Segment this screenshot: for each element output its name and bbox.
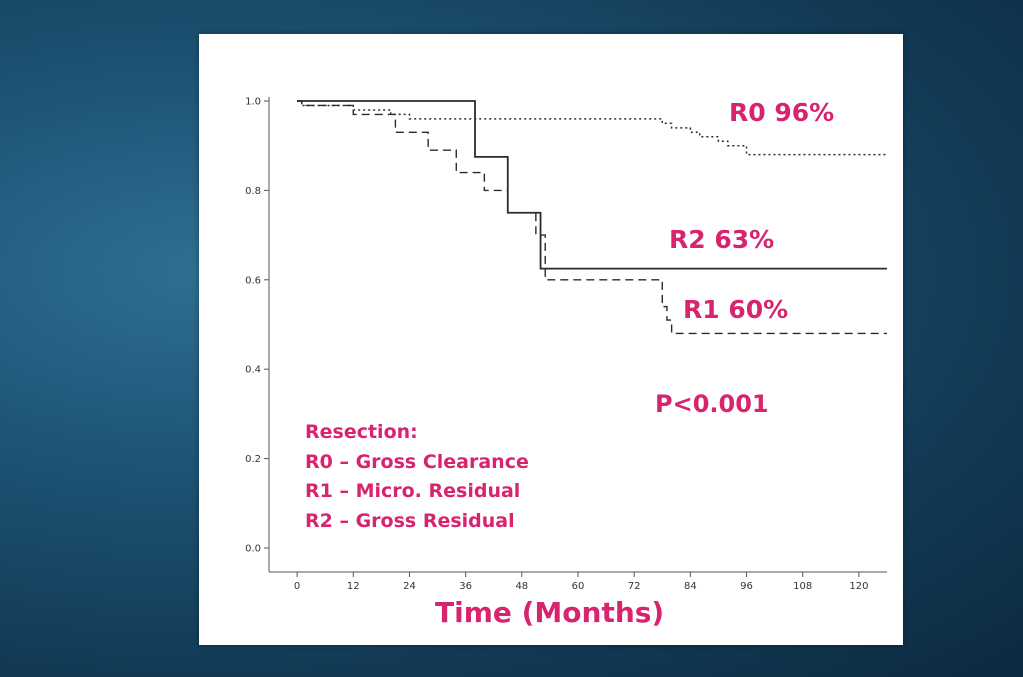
legend-item-r1: R1 – Micro. Residual [305, 480, 521, 502]
p-value-annotation: P<0.001 [655, 390, 769, 418]
survival-curve-r1 [297, 100, 887, 335]
resection-legend: Resection: R0 – Gross Clearance R1 – Mic… [305, 418, 529, 536]
legend-title: Resection: [305, 421, 418, 443]
slide-panel: 0.0 0.2 0.4 0.6 0.8 1.0 0 12 24 36 48 60 72 84 96 108 12… [199, 34, 903, 645]
survival-curve-r2 [297, 100, 887, 270]
x-tick-label: 120 [849, 581, 868, 592]
x-axis-title: Time (Months) [435, 596, 665, 629]
legend-item-r2: R2 – Gross Residual [305, 509, 515, 532]
x-tick-label: 12 [347, 581, 360, 592]
x-tick-label: 48 [515, 581, 528, 592]
x-tick-label: 84 [684, 581, 697, 592]
y-tick-label: 1.0 [245, 97, 261, 108]
x-tick-label: 72 [628, 581, 641, 592]
y-tick-label: 0.2 [245, 454, 261, 465]
x-tick-label: 60 [572, 581, 585, 592]
x-tick-label: 24 [403, 581, 416, 592]
legend-item-r0: R0 – Gross Clearance [305, 450, 529, 473]
y-tick-label: 0.4 [245, 365, 261, 376]
x-tick-label: 96 [740, 581, 753, 592]
x-tick-label: 108 [793, 581, 812, 592]
r2-curve-label: R2 63% [669, 225, 775, 254]
y-tick-label: 0.0 [245, 544, 261, 555]
x-tick-label: 0 [294, 581, 300, 592]
survival-chart: 0.0 0.2 0.4 0.6 0.8 1.0 0 12 24 36 48 60 72 84 96 108 12… [245, 97, 887, 592]
y-tick-label: 0.8 [245, 186, 261, 197]
survival-curve-r0 [297, 100, 887, 156]
x-tick-label: 36 [459, 581, 472, 592]
r0-curve-label: R0 96% [729, 98, 835, 127]
y-tick-label: 0.6 [245, 275, 261, 286]
r1-curve-label: R1 60% [683, 295, 789, 324]
